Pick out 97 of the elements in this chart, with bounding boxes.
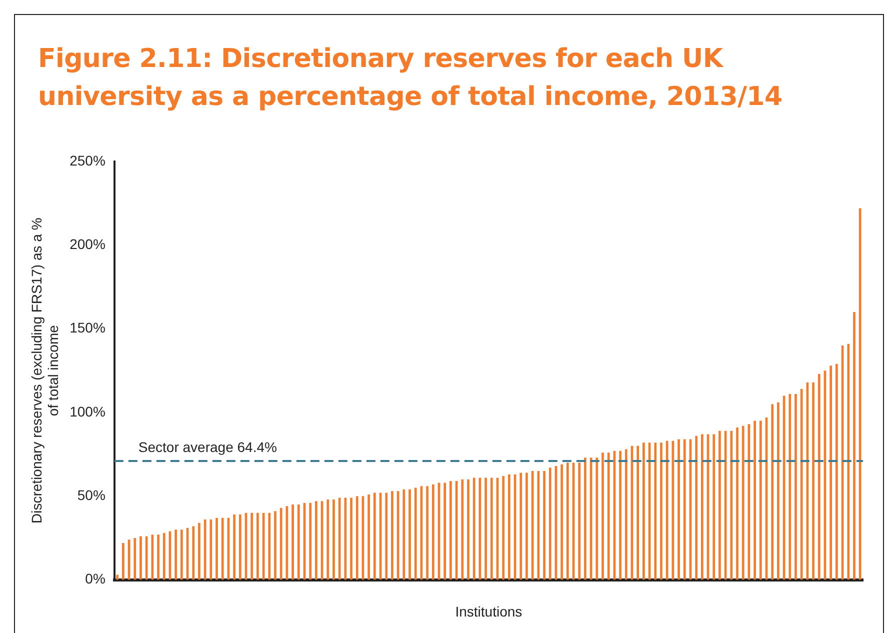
bar bbox=[356, 496, 358, 580]
bar bbox=[368, 494, 370, 580]
bar bbox=[508, 474, 510, 580]
bar bbox=[326, 499, 330, 580]
bar bbox=[274, 511, 276, 580]
bar bbox=[543, 471, 546, 580]
bar bbox=[566, 462, 569, 580]
bar bbox=[660, 442, 662, 580]
bar bbox=[174, 530, 177, 580]
bar bbox=[800, 389, 803, 580]
bar bbox=[624, 449, 628, 580]
bar bbox=[432, 484, 434, 580]
bar bbox=[292, 504, 294, 580]
chart-title: Figure 2.11: Discretionary reserves for each UK university as a percentage of total income, 2013/14 bbox=[38, 43, 784, 114]
bar bbox=[788, 394, 792, 580]
bar bbox=[642, 442, 645, 580]
bar bbox=[315, 501, 318, 580]
bar bbox=[853, 312, 856, 580]
bar bbox=[777, 402, 780, 580]
bar bbox=[736, 428, 738, 580]
bar bbox=[450, 481, 452, 580]
bar bbox=[250, 512, 254, 580]
bar bbox=[309, 502, 312, 580]
bar bbox=[607, 452, 610, 580]
bar bbox=[472, 478, 476, 580]
bar bbox=[830, 366, 832, 580]
bar bbox=[180, 530, 183, 580]
bar bbox=[584, 458, 586, 580]
bar bbox=[596, 458, 598, 580]
bar bbox=[718, 430, 721, 580]
bar bbox=[548, 468, 552, 580]
bar bbox=[526, 472, 528, 580]
y-tick-label: 150% bbox=[70, 320, 106, 336]
bar bbox=[490, 478, 493, 580]
bar bbox=[116, 574, 118, 580]
bar bbox=[502, 476, 504, 580]
bar bbox=[754, 420, 756, 580]
bar bbox=[391, 491, 394, 580]
bar bbox=[560, 464, 563, 580]
y-tick-label: 50% bbox=[77, 486, 106, 503]
bar bbox=[408, 489, 411, 580]
bar bbox=[619, 450, 622, 580]
bar bbox=[332, 499, 335, 580]
bar bbox=[238, 514, 242, 580]
bar bbox=[140, 536, 142, 580]
bar bbox=[701, 434, 704, 580]
bar bbox=[280, 508, 282, 580]
x-axis-title: Institutions bbox=[455, 603, 522, 620]
bar bbox=[373, 492, 376, 580]
bar bbox=[221, 518, 224, 580]
bar bbox=[520, 472, 522, 580]
bar bbox=[461, 479, 464, 580]
bar bbox=[683, 439, 686, 580]
bar bbox=[134, 538, 136, 580]
bar bbox=[198, 522, 200, 580]
bar bbox=[654, 442, 657, 580]
bar bbox=[344, 498, 347, 580]
bar bbox=[162, 532, 166, 580]
bar bbox=[268, 512, 271, 580]
bar bbox=[836, 364, 838, 580]
bar bbox=[759, 420, 762, 580]
bar bbox=[122, 542, 124, 580]
bar bbox=[216, 518, 218, 580]
y-axis-title: Discretionary reserves (excluding FRS17) as a % of total income bbox=[28, 218, 62, 524]
bar bbox=[414, 488, 417, 580]
bar bbox=[537, 471, 540, 580]
bar bbox=[233, 514, 236, 580]
y-tick-label: 0% bbox=[85, 570, 106, 587]
ref-line-label: Sector average 64.4% bbox=[138, 438, 277, 455]
y-tick-label: 100% bbox=[70, 403, 106, 420]
bar bbox=[771, 404, 774, 580]
bar bbox=[467, 479, 470, 580]
bar bbox=[157, 534, 160, 580]
bar bbox=[350, 498, 352, 580]
bar bbox=[210, 520, 212, 580]
bar bbox=[256, 512, 259, 580]
bar bbox=[818, 374, 820, 580]
bar bbox=[812, 382, 814, 580]
bar bbox=[712, 434, 716, 580]
y-tick-label: 200% bbox=[70, 236, 106, 252]
y-tick-label: 250% bbox=[70, 152, 106, 168]
bar bbox=[297, 504, 300, 580]
bar bbox=[678, 439, 680, 580]
bar bbox=[742, 426, 744, 580]
bar bbox=[192, 526, 195, 580]
bar bbox=[794, 394, 797, 580]
bar bbox=[695, 436, 698, 580]
bar bbox=[847, 344, 850, 580]
bar bbox=[602, 452, 604, 580]
bar bbox=[578, 462, 581, 580]
bar bbox=[426, 486, 428, 580]
bar bbox=[484, 478, 487, 580]
bar bbox=[444, 482, 446, 580]
bar bbox=[730, 430, 733, 580]
bar bbox=[402, 489, 406, 580]
bar bbox=[636, 446, 640, 580]
bar bbox=[385, 492, 388, 580]
